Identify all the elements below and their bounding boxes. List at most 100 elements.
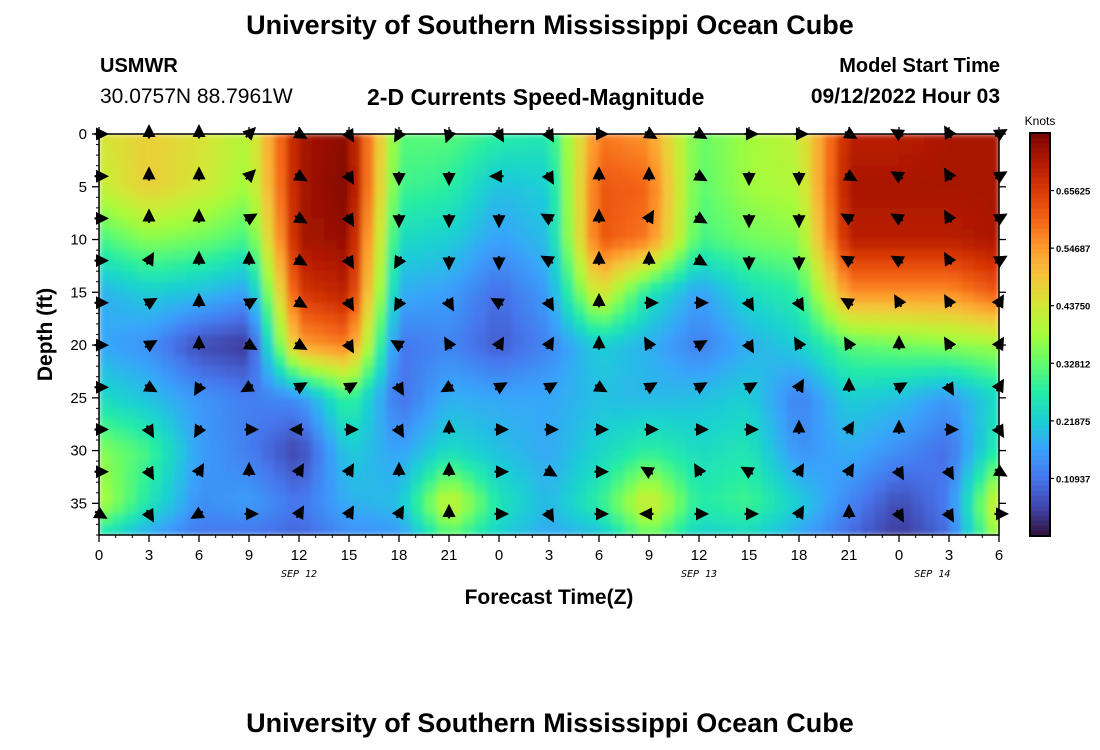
heatmap-cell bbox=[111, 165, 125, 177]
heatmap-cell bbox=[836, 366, 850, 378]
heatmap-cell bbox=[599, 176, 613, 188]
heatmap-cell bbox=[836, 503, 850, 515]
heatmap-cell bbox=[349, 186, 363, 198]
heatmap-cell bbox=[936, 260, 950, 272]
heatmap-cell bbox=[436, 144, 450, 156]
heatmap-cell bbox=[636, 281, 650, 293]
heatmap-cell bbox=[111, 155, 125, 167]
heatmap-cell bbox=[724, 355, 738, 367]
heatmap-cell bbox=[899, 260, 913, 272]
heatmap-cell bbox=[536, 355, 550, 367]
heatmap-cell bbox=[524, 397, 538, 409]
heatmap-cell bbox=[124, 239, 138, 251]
heatmap-cell bbox=[424, 281, 438, 293]
heatmap-cell bbox=[586, 176, 600, 188]
heatmap-cell bbox=[861, 250, 875, 262]
heatmap-cell bbox=[236, 387, 250, 399]
heatmap-cell bbox=[536, 366, 550, 378]
heatmap-cell bbox=[611, 250, 625, 262]
heatmap-cell bbox=[624, 144, 638, 156]
heatmap-cell bbox=[724, 302, 738, 314]
heatmap-cell bbox=[274, 302, 288, 314]
heatmap-cell bbox=[949, 503, 963, 515]
heatmap-cell bbox=[586, 197, 600, 209]
colorbar-segment bbox=[1030, 490, 1050, 497]
heatmap-cell bbox=[911, 387, 925, 399]
heatmap-cell bbox=[836, 271, 850, 283]
current-vector-arrow bbox=[944, 294, 957, 309]
heatmap-cell bbox=[974, 228, 988, 241]
heatmap-cell bbox=[611, 292, 625, 304]
heatmap-cell bbox=[561, 450, 575, 462]
heatmap-cell bbox=[749, 197, 763, 209]
heatmap-cell bbox=[474, 144, 488, 156]
heatmap-cell bbox=[574, 313, 588, 325]
heatmap-cell bbox=[99, 503, 113, 515]
heatmap-cell bbox=[449, 165, 463, 177]
colorbar-segment bbox=[1030, 263, 1050, 270]
heatmap-cell bbox=[424, 155, 438, 167]
heatmap-cell bbox=[161, 524, 175, 535]
heatmap-cell bbox=[449, 250, 463, 262]
heatmap-cell bbox=[161, 492, 175, 504]
heatmap-cell bbox=[449, 186, 463, 198]
heatmap-cell bbox=[824, 492, 838, 504]
heatmap-cell bbox=[949, 271, 963, 283]
heatmap-cell bbox=[599, 440, 613, 452]
heatmap-cell bbox=[324, 345, 338, 357]
heatmap-cell bbox=[411, 471, 425, 483]
heatmap-cell bbox=[499, 450, 513, 462]
heatmap-cell bbox=[199, 440, 213, 452]
heatmap-cell bbox=[399, 355, 413, 367]
colorbar-segment bbox=[1030, 495, 1050, 502]
heatmap-cell bbox=[586, 302, 600, 314]
heatmap-cell bbox=[399, 461, 413, 473]
heatmap-cell bbox=[749, 292, 763, 304]
current-vector-arrow bbox=[291, 505, 305, 520]
heatmap-cell bbox=[886, 218, 900, 230]
heatmap-cell bbox=[249, 334, 263, 346]
heatmap-cell bbox=[149, 176, 163, 188]
heatmap-cell bbox=[824, 281, 838, 293]
heatmap-cell bbox=[99, 218, 113, 230]
colorbar-segment bbox=[1030, 460, 1050, 467]
heatmap-cell bbox=[399, 503, 413, 515]
heatmap-cell bbox=[286, 281, 300, 293]
heatmap-cell bbox=[961, 345, 975, 357]
heatmap-cell bbox=[449, 492, 463, 504]
heatmap-cell bbox=[461, 207, 475, 220]
heatmap-cell bbox=[311, 260, 325, 272]
heatmap-cell bbox=[961, 250, 975, 262]
heatmap-cell bbox=[811, 503, 825, 515]
heatmap-cell bbox=[311, 228, 325, 241]
heatmap-cell bbox=[299, 471, 313, 483]
current-vector-arrow bbox=[341, 505, 355, 520]
heatmap-cell bbox=[161, 271, 175, 283]
heatmap-cell bbox=[724, 228, 738, 241]
heatmap-cell bbox=[524, 155, 538, 167]
heatmap-cell bbox=[399, 429, 413, 441]
heatmap-cell bbox=[761, 197, 775, 209]
heatmap-cell bbox=[874, 440, 888, 452]
heatmap-cell bbox=[749, 176, 763, 188]
heatmap-cell bbox=[961, 492, 975, 504]
heatmap-cell bbox=[799, 366, 813, 378]
station-name: USMWR bbox=[100, 55, 178, 77]
heatmap-cell bbox=[336, 302, 350, 314]
heatmap-cell bbox=[911, 207, 925, 220]
heatmap-cell bbox=[386, 176, 400, 188]
heatmap-cell bbox=[499, 387, 513, 399]
heatmap-cell bbox=[824, 345, 838, 357]
heatmap-cell bbox=[711, 450, 725, 462]
heatmap-cell bbox=[249, 355, 263, 367]
heatmap-cell bbox=[411, 207, 425, 220]
heatmap-cell bbox=[399, 144, 413, 156]
heatmap-cell bbox=[99, 524, 113, 535]
heatmap-cell bbox=[886, 271, 900, 283]
heatmap-cell bbox=[899, 186, 913, 198]
heatmap-cell bbox=[711, 197, 725, 209]
heatmap-cell bbox=[624, 218, 638, 230]
heatmap-cell bbox=[811, 144, 825, 156]
heatmap-cell bbox=[299, 228, 313, 241]
heatmap-cell bbox=[686, 218, 700, 230]
